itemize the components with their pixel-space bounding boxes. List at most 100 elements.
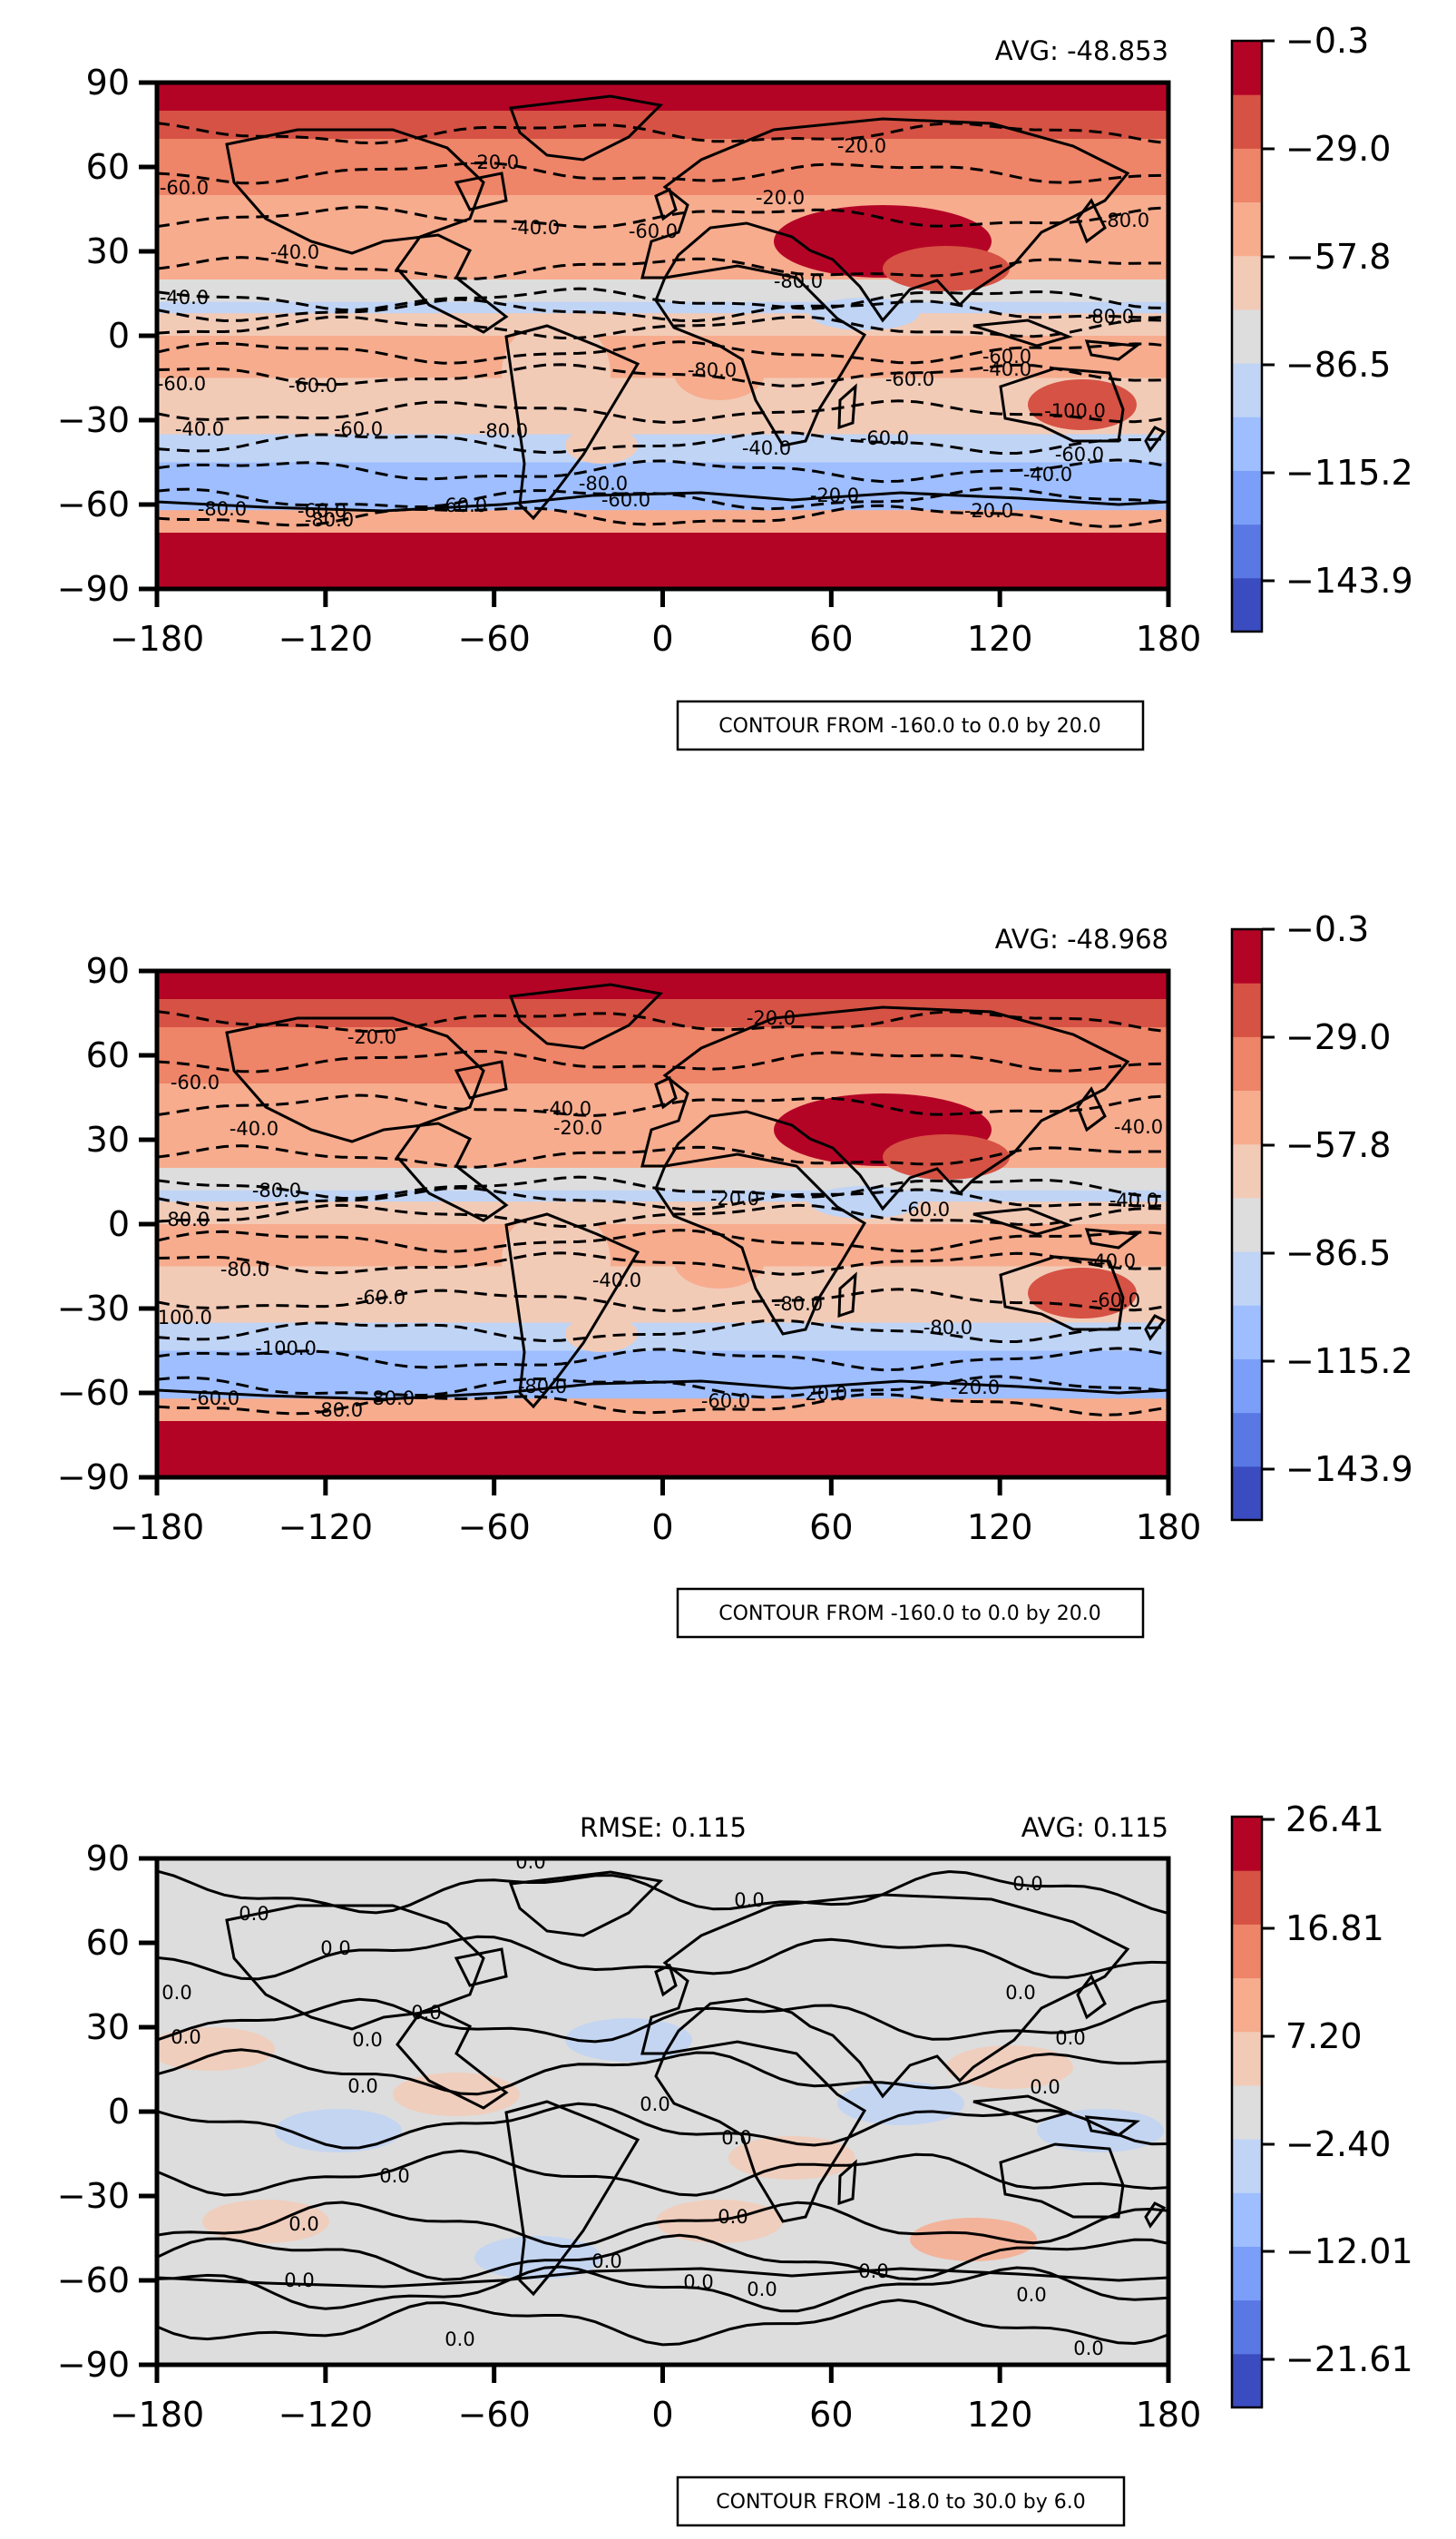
colorbar-swatch <box>1232 929 1262 984</box>
contour-label: 0.0 <box>411 2002 441 2024</box>
contour-label: -20.0 <box>347 1026 396 1048</box>
anomaly-patch <box>157 2027 275 2071</box>
contour-line <box>157 161 1168 185</box>
anomaly-patch <box>910 2218 1037 2261</box>
colorbar-swatch <box>1232 1090 1262 1145</box>
contour-band <box>157 1140 1168 1169</box>
x-tick-label: 120 <box>967 619 1033 659</box>
contour-label: 0.0 <box>1012 1873 1042 1895</box>
colorbar-swatch <box>1232 2031 1262 2086</box>
colorbar-swatch <box>1232 983 1262 1037</box>
avg-label: AVG: 0.115 <box>1021 1812 1168 1843</box>
colorbar: −0.3 −29.0 −57.8 −86.5 −115.2 −143.9 <box>1230 21 1413 633</box>
colorbar-tick-label: −0.3 <box>1285 909 1369 949</box>
contour-band <box>157 462 1168 491</box>
y-axis: 90 60 30 0 −30 −60 −90 <box>57 63 157 609</box>
colorbar-swatch <box>1232 2084 1262 2140</box>
contour-label: -40.0 <box>230 1118 278 1140</box>
contour-note: CONTOUR FROM -160.0 to 0.0 by 20.0 <box>676 1587 1145 1639</box>
contour-label: -40.0 <box>1087 1250 1136 1272</box>
contour-label: -80.0 <box>366 1387 415 1409</box>
contour-label: -40.0 <box>175 418 224 440</box>
contour-labels: -20.0-20.0-60.0-40.0-40.0-20.0 -40.0-80.0… <box>157 1007 1163 1421</box>
svg-text:CONTOUR FROM -160.0 to 0.0 by: CONTOUR FROM -160.0 to 0.0 by 20.0 <box>718 715 1100 738</box>
contour-label: -40.0 <box>592 1270 641 1291</box>
field-patch <box>502 1207 611 1316</box>
x-tick-label: −120 <box>278 619 373 659</box>
colorbar-swatch <box>1232 1036 1262 1092</box>
contour-label: 0.0 <box>171 2026 200 2048</box>
y-tick-label: 0 <box>108 316 130 356</box>
contour-label: 0.0 <box>1073 2338 1103 2359</box>
contour-label: -60.0 <box>1091 1289 1140 1311</box>
contour-line <box>157 504 1168 528</box>
colorbar-swatch <box>1232 1924 1262 1979</box>
contour-label: -40.0 <box>160 287 209 309</box>
contour-label: 0.0 <box>445 2328 474 2350</box>
colorbar-swatch <box>1232 148 1262 203</box>
contour-band <box>157 2280 1168 2365</box>
contour-band <box>157 1421 1168 1450</box>
contour-band <box>157 139 1168 168</box>
contour-label: -60.0 <box>901 1199 950 1220</box>
contour-label: -100.0 <box>255 1338 317 1359</box>
colorbar-swatch <box>1232 2139 1262 2193</box>
contour-line <box>157 122 1168 145</box>
contour-label: -60.0 <box>982 346 1031 368</box>
y-tick-label: 90 <box>86 951 130 991</box>
contour-label: -80.0 <box>688 359 737 381</box>
contour-label: -60.0 <box>438 495 487 516</box>
contour-line <box>157 1251 1168 1276</box>
contour-line <box>157 2149 1168 2197</box>
contour-label: -80.0 <box>774 1293 823 1315</box>
field-patch <box>883 1134 1010 1180</box>
contour-label: 0.0 <box>320 1937 350 1959</box>
colorbar-frame <box>1230 927 1264 1522</box>
contour-label: -40.0 <box>511 217 560 239</box>
contour-label: 0.0 <box>721 2127 751 2149</box>
field-patch <box>674 1234 765 1289</box>
colorbar-tick-label: −86.5 <box>1285 345 1391 385</box>
contour-line <box>157 399 1168 424</box>
contour-label: -60.0 <box>191 1387 239 1409</box>
colorbar-tick-label: 16.81 <box>1285 1908 1384 1948</box>
contour-label: -40.0 <box>982 358 1031 380</box>
avg-label: AVG: -48.853 <box>995 35 1168 66</box>
contour-band <box>157 167 1168 196</box>
colorbar-swatch <box>1232 2192 1262 2247</box>
colorbar-swatch <box>1232 1305 1262 1359</box>
x-tick-label: 60 <box>809 619 853 659</box>
colorbar-tick-label: −29.0 <box>1285 1017 1391 1057</box>
contour-label: -60.0 <box>171 1072 220 1093</box>
colorbar-tick-label: 7.20 <box>1285 2016 1363 2056</box>
contour-label: 0.0 <box>239 1903 269 1925</box>
x-tick-label: 60 <box>809 1507 853 1547</box>
contour-band <box>157 111 1168 140</box>
contour-label: -80.0 <box>479 420 528 442</box>
contour-line <box>157 2102 1168 2150</box>
x-tick-label: −60 <box>458 619 531 659</box>
anomaly-patch <box>837 2082 964 2125</box>
y-tick-label: −60 <box>57 2260 130 2300</box>
x-axis: −180 −120 −60 0 60 120 180 <box>110 589 1201 659</box>
contour-note: CONTOUR FROM -160.0 to 0.0 by 20.0 <box>676 700 1145 751</box>
field-patch <box>883 246 1010 291</box>
contour-label: -20.0 <box>470 152 519 173</box>
contour-band <box>157 1055 1168 1084</box>
y-tick-label: 60 <box>86 1035 130 1075</box>
x-tick-label: −60 <box>458 2395 531 2435</box>
colorbar-swatch <box>1232 1412 1262 1467</box>
contour-band <box>157 1350 1168 1379</box>
contour-label: -60.0 <box>1055 444 1104 466</box>
contour-line <box>157 1319 1168 1343</box>
contour-label: 0.0 <box>718 2206 748 2228</box>
anomaly-patch <box>275 2109 402 2152</box>
contour-label: 0.0 <box>1055 2027 1085 2049</box>
colorbar-tick-label: −29.0 <box>1285 129 1391 169</box>
colorbar-tick-label: −115.2 <box>1285 1341 1413 1381</box>
contour-label: -80.0 <box>314 1399 363 1421</box>
contour-label: 0.0 <box>1030 2076 1060 2098</box>
contour-line <box>157 2233 1168 2281</box>
colorbar-tick-label: −0.3 <box>1285 21 1369 61</box>
